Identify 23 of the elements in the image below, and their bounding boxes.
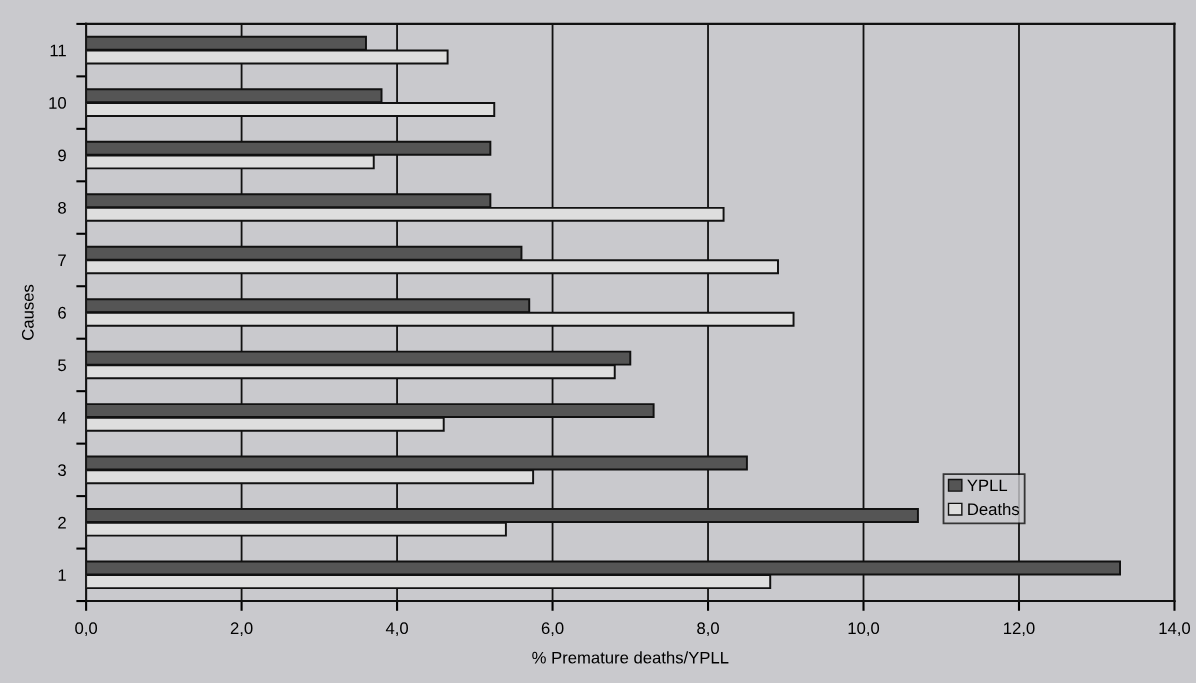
y-tick-label: 2 — [58, 516, 66, 529]
y-tick-label: 3 — [58, 464, 66, 477]
legend-label: Deaths — [968, 502, 1020, 516]
y-tick-label: 10 — [49, 97, 67, 109]
y-tick-label: 4 — [57, 411, 67, 424]
x-tick-label: 0,0 — [75, 622, 98, 637]
x-axis-title: % Premature deaths/YPLL — [532, 651, 729, 664]
y-axis-title: Causes — [21, 284, 34, 340]
x-tick-label: 12,0 — [1004, 622, 1035, 637]
y-tick-label: 8 — [58, 201, 66, 214]
y-tick-label: 7 — [58, 254, 66, 267]
legend-label: YPLL — [967, 479, 1008, 492]
y-tick-label: 6 — [58, 306, 66, 319]
x-tick-label: 8,0 — [697, 622, 719, 637]
x-tick-label: 14,0 — [1159, 622, 1191, 637]
y-tick-label: 1 — [58, 569, 66, 581]
x-tick-label: 10,0 — [848, 622, 880, 637]
x-tick-label: 4,0 — [385, 622, 409, 637]
x-tick-label: 2,0 — [230, 622, 253, 637]
y-tick-label: 11 — [50, 44, 66, 57]
y-tick-label: 9 — [58, 149, 66, 162]
x-tick-label: 6,0 — [541, 622, 564, 637]
y-tick-label: 5 — [58, 359, 66, 372]
